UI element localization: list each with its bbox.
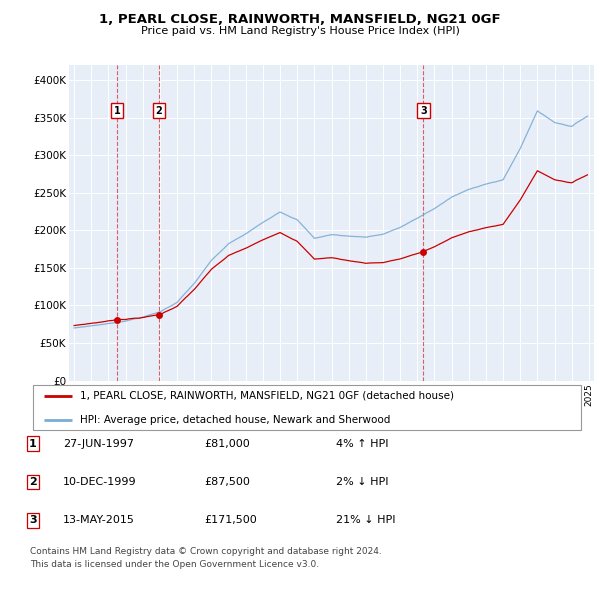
Text: 3: 3 [420,106,427,116]
Text: Price paid vs. HM Land Registry's House Price Index (HPI): Price paid vs. HM Land Registry's House … [140,26,460,36]
Text: 27-JUN-1997: 27-JUN-1997 [63,439,134,448]
Text: £87,500: £87,500 [204,477,250,487]
Text: 3: 3 [29,516,37,525]
Text: £171,500: £171,500 [204,516,257,525]
Text: 1: 1 [29,439,37,448]
Text: 1, PEARL CLOSE, RAINWORTH, MANSFIELD, NG21 0GF (detached house): 1, PEARL CLOSE, RAINWORTH, MANSFIELD, NG… [80,391,454,401]
Text: HPI: Average price, detached house, Newark and Sherwood: HPI: Average price, detached house, Newa… [80,415,391,425]
Text: 21% ↓ HPI: 21% ↓ HPI [336,516,395,525]
Text: Contains HM Land Registry data © Crown copyright and database right 2024.: Contains HM Land Registry data © Crown c… [30,548,382,556]
Text: 1: 1 [113,106,120,116]
Text: £81,000: £81,000 [204,439,250,448]
Text: 2: 2 [155,106,162,116]
Text: 4% ↑ HPI: 4% ↑ HPI [336,439,389,448]
Text: 10-DEC-1999: 10-DEC-1999 [63,477,137,487]
Text: 2% ↓ HPI: 2% ↓ HPI [336,477,389,487]
FancyBboxPatch shape [33,385,581,430]
Text: 2: 2 [29,477,37,487]
Text: This data is licensed under the Open Government Licence v3.0.: This data is licensed under the Open Gov… [30,560,319,569]
Text: 1, PEARL CLOSE, RAINWORTH, MANSFIELD, NG21 0GF: 1, PEARL CLOSE, RAINWORTH, MANSFIELD, NG… [99,13,501,26]
Text: 13-MAY-2015: 13-MAY-2015 [63,516,135,525]
